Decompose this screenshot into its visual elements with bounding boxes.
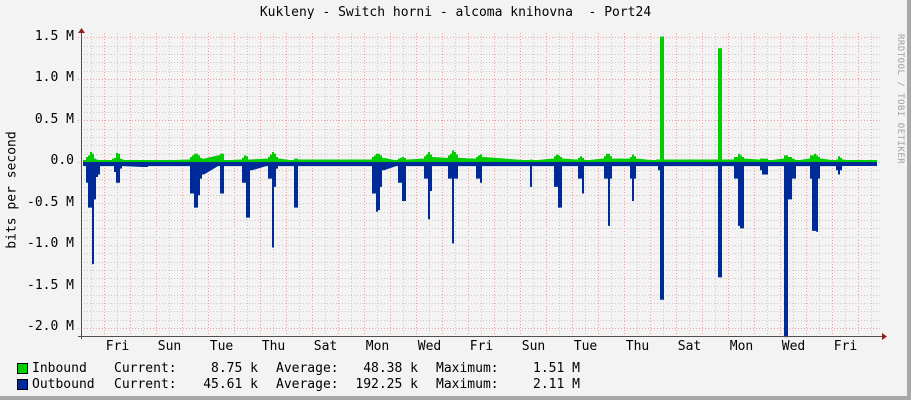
legend-current-label: Current: bbox=[114, 377, 177, 392]
x-tick: Sat bbox=[677, 339, 702, 354]
x-tick: Sun bbox=[521, 339, 546, 354]
y-tick: -0.5 M bbox=[27, 194, 74, 210]
x-tick: Sun bbox=[157, 339, 182, 354]
chart-title: Kukleny - Switch horni - alcoma knihovna… bbox=[259, 5, 652, 20]
legend-average-label: Average: bbox=[276, 361, 339, 376]
x-tick: Mon bbox=[729, 339, 754, 354]
x-tick: Fri bbox=[833, 339, 858, 354]
outbound-swatch-icon bbox=[17, 379, 28, 390]
legend-series-name: Outbound bbox=[32, 377, 95, 392]
x-tick: Fri bbox=[105, 339, 130, 354]
legend-current-value: 45.61 k bbox=[203, 377, 258, 392]
legend-current-value: 8.75 k bbox=[211, 361, 258, 376]
axes bbox=[78, 28, 887, 340]
y-tick: 0.5 M bbox=[34, 111, 74, 127]
x-tick: Sat bbox=[313, 339, 338, 354]
legend-average-value: 192.25 k bbox=[355, 377, 418, 392]
data-areas bbox=[83, 36, 877, 338]
y-tick: 0.0 bbox=[50, 153, 74, 168]
y-tick: -1.0 M bbox=[27, 236, 74, 251]
x-tick: Tue bbox=[573, 339, 598, 354]
x-tick: Mon bbox=[365, 339, 390, 354]
legend-maximum-value: 1.51 M bbox=[533, 361, 580, 376]
x-tick: Fri bbox=[469, 339, 494, 354]
x-tick: Tue bbox=[209, 339, 234, 354]
x-tick: Wed bbox=[417, 339, 442, 354]
x-tick: Thu bbox=[261, 339, 286, 354]
legend-maximum-label: Maximum: bbox=[436, 377, 499, 392]
inbound-swatch-icon bbox=[17, 363, 28, 374]
legend-row-outbound: Outbound Current: 45.61 k Average: 192.2… bbox=[17, 377, 580, 392]
legend-series-name: Inbound bbox=[32, 361, 87, 376]
y-tick: 1.0 M bbox=[34, 70, 74, 85]
legend-average-value: 48.38 k bbox=[363, 361, 418, 376]
legend-maximum-value: 2.11 M bbox=[533, 377, 580, 392]
y-tick: -2.0 M bbox=[27, 319, 74, 334]
x-tick: Wed bbox=[781, 339, 806, 354]
legend-average-label: Average: bbox=[276, 377, 339, 392]
legend-row-inbound: Inbound Current: 8.75 k Average: 48.38 k… bbox=[17, 361, 580, 376]
y-tick: -1.5 M bbox=[27, 277, 74, 293]
x-tick: Thu bbox=[625, 339, 650, 354]
legend-maximum-label: Maximum: bbox=[436, 361, 499, 376]
legend-current-label: Current: bbox=[114, 361, 177, 376]
rrdtool-watermark: RRDTOOL / TOBI OETIKER bbox=[895, 34, 905, 165]
y-tick: 1.5 M bbox=[34, 28, 74, 44]
